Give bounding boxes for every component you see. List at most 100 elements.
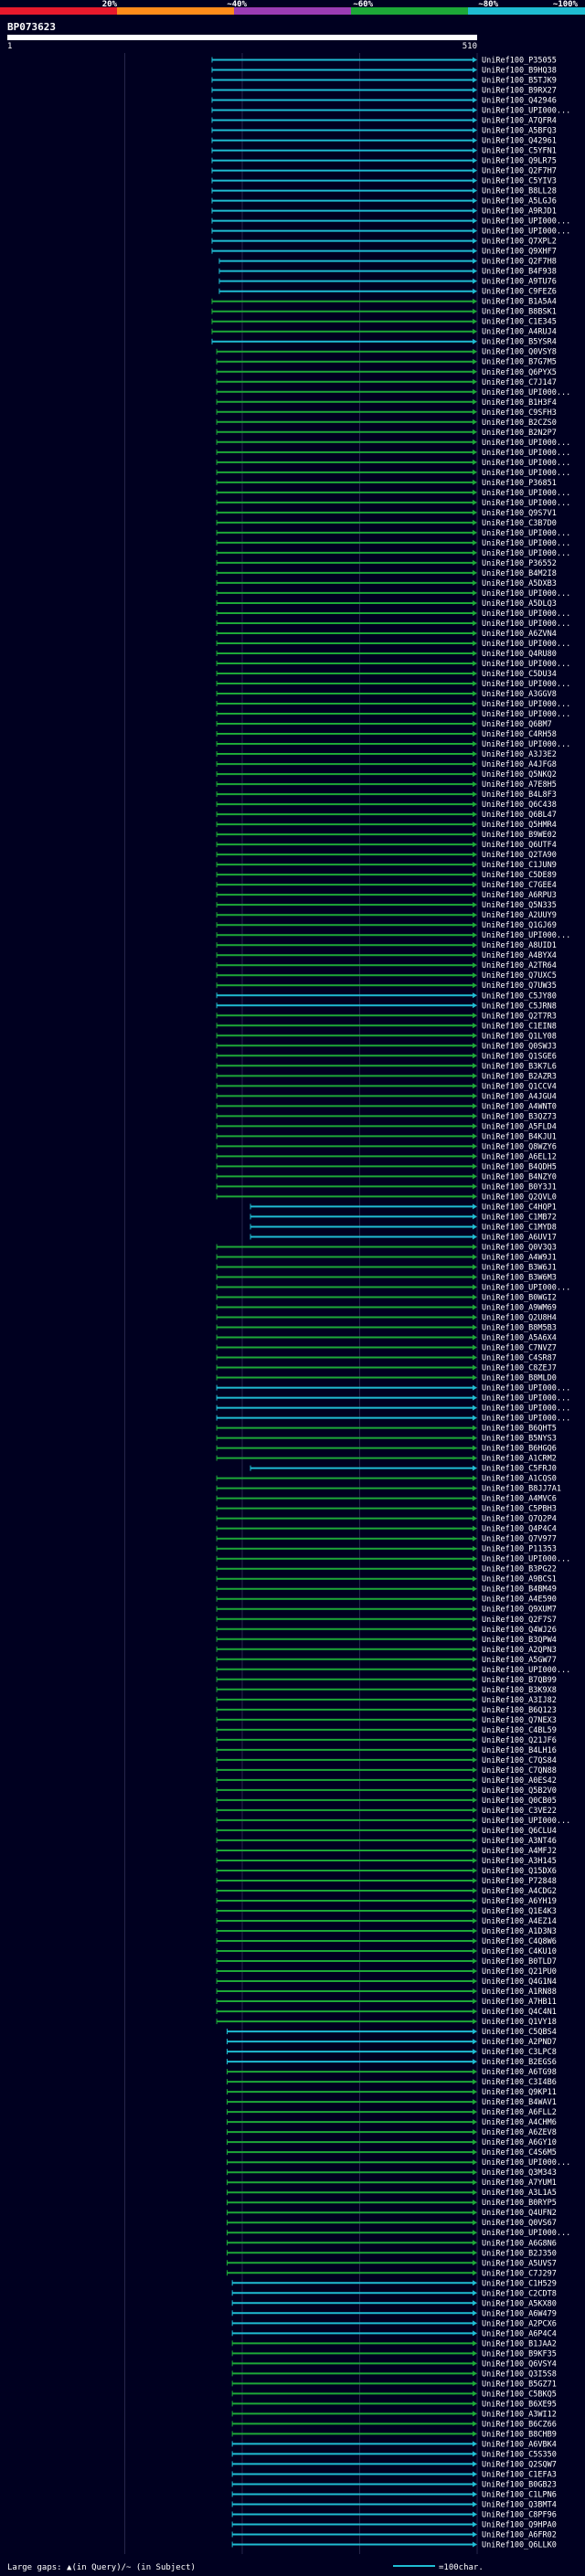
hit-row: UniRef100_B1A5A4: [211, 298, 557, 307]
hit-arrow: [473, 1746, 477, 1753]
hit-label: UniRef100_Q1CCV4: [482, 1082, 557, 1091]
hit-row: UniRef100_A7E8H5: [216, 780, 557, 790]
hit-label: UniRef100_UPI000...: [482, 1405, 570, 1414]
scale-segment: [351, 7, 469, 15]
hit-row: UniRef100_A5LGJ6: [211, 197, 557, 207]
hit-row: UniRef100_B3PG22: [216, 1565, 557, 1574]
hit-row: UniRef100_A9WM69: [216, 1304, 557, 1313]
hit-row: UniRef100_A5BFQ3: [211, 127, 557, 136]
hit-arrow: [473, 127, 477, 133]
hit-arrow: [473, 1384, 477, 1391]
hit-row: UniRef100_A4MFJ2: [216, 1847, 557, 1856]
hit-label: UniRef100_B3K9X8: [482, 1686, 557, 1695]
hit-row: UniRef100_C1MB72: [250, 1213, 557, 1222]
hit-label: UniRef100_UPI000...: [482, 589, 570, 599]
hit-label: UniRef100_C7GEE4: [482, 881, 557, 890]
hit-arrow: [473, 982, 477, 989]
hit-label: UniRef100_C1H529: [482, 2279, 557, 2288]
hit-arrow: [473, 2541, 477, 2548]
hit-row: UniRef100_A7HB11: [216, 1998, 557, 2007]
hit-label: UniRef100_B4LH16: [482, 1746, 557, 1755]
hit-row: UniRef100_C1JUN9: [216, 861, 557, 870]
hit-arrow: [473, 569, 477, 576]
hit-arrow: [473, 1083, 477, 1089]
hit-arrow: [473, 1374, 477, 1381]
hit-label: UniRef100_Q3BMT4: [482, 2500, 557, 2509]
hit-row: UniRef100_UPI000...: [216, 700, 570, 709]
hit-arrow: [473, 1877, 477, 1883]
hit-label: UniRef100_C3I4B6: [482, 2078, 557, 2087]
hit-row: UniRef100_C4SR87: [216, 1354, 557, 1363]
hit-label: UniRef100_UPI000...: [482, 1415, 570, 1424]
hit-label: UniRef100_UPI000...: [482, 489, 570, 498]
hit-label: UniRef100_B8BSK1: [482, 308, 557, 317]
hit-row: UniRef100_B2CZS0: [216, 419, 557, 428]
hit-label: UniRef100_B0RYP5: [482, 2199, 557, 2208]
hit-row: UniRef100_C5DU34: [216, 670, 557, 679]
hit-row: UniRef100_Q2F7H7: [211, 167, 557, 176]
hit-arrow: [473, 1595, 477, 1602]
hit-row: UniRef100_UPI000...: [216, 710, 570, 719]
hit-label: UniRef100_C5FRJ0: [482, 1465, 557, 1474]
hit-row: UniRef100_A3H145: [216, 1857, 557, 1866]
hit-row: UniRef100_UPI000...: [226, 2158, 570, 2168]
hit-arrow: [473, 1686, 477, 1692]
hit-label: UniRef100_A6ZVN4: [482, 630, 557, 639]
hit-label: UniRef100_B3W6M3: [482, 1273, 557, 1282]
ruler-start-label: 1: [7, 42, 12, 51]
hit-label: UniRef100_A9BCS1: [482, 1575, 557, 1585]
hit-label: UniRef100_Q6LLK0: [482, 2540, 557, 2549]
hit-row: UniRef100_B9RX27: [211, 87, 557, 96]
hit-row: UniRef100_A6TG98: [226, 2068, 557, 2077]
hit-row: UniRef100_Q21JF6: [216, 1736, 557, 1745]
hit-label: UniRef100_C5BKQ5: [482, 2390, 557, 2399]
hit-arrow: [473, 1284, 477, 1290]
hit-label: UniRef100_UPI000...: [482, 1817, 570, 1826]
hit-label: UniRef100_UPI000...: [482, 539, 570, 548]
hit-row: UniRef100_C1EFA3: [231, 2470, 557, 2479]
hit-arrow: [473, 1244, 477, 1250]
hit-row: UniRef100_C1MYD8: [250, 1223, 557, 1232]
hit-row: UniRef100_B4LH16: [216, 1746, 557, 1755]
hit-label: UniRef100_Q1SGE6: [482, 1052, 557, 1061]
hit-row: UniRef100_P72848: [216, 1877, 557, 1886]
hit-row: UniRef100_Q1VY18: [216, 2018, 557, 2027]
hit-row: UniRef100_Q42961: [211, 137, 557, 146]
hit-arrow: [473, 599, 477, 606]
hit-label: UniRef100_UPI000...: [482, 439, 570, 448]
hit-label: UniRef100_Q7V977: [482, 1535, 557, 1544]
hit-arrow: [473, 1314, 477, 1320]
hit-arrow: [473, 2370, 477, 2377]
hit-row: UniRef100_Q9XUM7: [216, 1606, 557, 1615]
hit-label: UniRef100_B6CZ66: [482, 2420, 557, 2429]
hit-arrow: [473, 479, 477, 485]
hit-row: UniRef100_Q3M343: [226, 2168, 557, 2178]
hit-label: UniRef100_UPI000...: [482, 529, 570, 538]
hit-row: UniRef100_P35055: [211, 57, 557, 66]
hit-label: UniRef100_B2N2P7: [482, 429, 557, 438]
hit-row: UniRef100_B9WE02: [216, 831, 557, 840]
hit-label: UniRef100_A4CDG2: [482, 1887, 557, 1896]
hit-arrow: [473, 77, 477, 83]
hit-row: UniRef100_A5UVS7: [226, 2259, 557, 2268]
hit-arrow: [473, 2431, 477, 2437]
hit-label: UniRef100_Q1GJ69: [482, 921, 557, 930]
hit-arrow: [473, 2511, 477, 2518]
hit-label: UniRef100_A2TR64: [482, 961, 557, 970]
hit-row: UniRef100_A5GW77: [216, 1656, 557, 1665]
hit-arrow: [473, 1465, 477, 1471]
scale-segment: [234, 7, 352, 15]
hit-label: UniRef100_UPI000...: [482, 1555, 570, 1564]
hit-row: UniRef100_A6P4C4: [231, 2329, 557, 2338]
hit-label: UniRef100_C1EFA3: [482, 2470, 557, 2479]
hit-row: UniRef100_C5YIV3: [211, 177, 557, 186]
hit-row: UniRef100_B7G7M5: [216, 358, 557, 367]
hit-label: UniRef100_A3J3E2: [482, 750, 557, 759]
hit-arrow: [473, 2149, 477, 2156]
hit-arrow: [473, 1304, 477, 1310]
hit-row: UniRef100_Q6BL47: [216, 811, 557, 820]
hit-row: UniRef100_B0Y3J1: [216, 1182, 557, 1192]
hit-row: UniRef100_C8ZEJ7: [216, 1364, 557, 1373]
hit-row: UniRef100_B3K7L6: [216, 1062, 557, 1071]
hit-row: UniRef100_UPI000...: [216, 1666, 570, 1675]
